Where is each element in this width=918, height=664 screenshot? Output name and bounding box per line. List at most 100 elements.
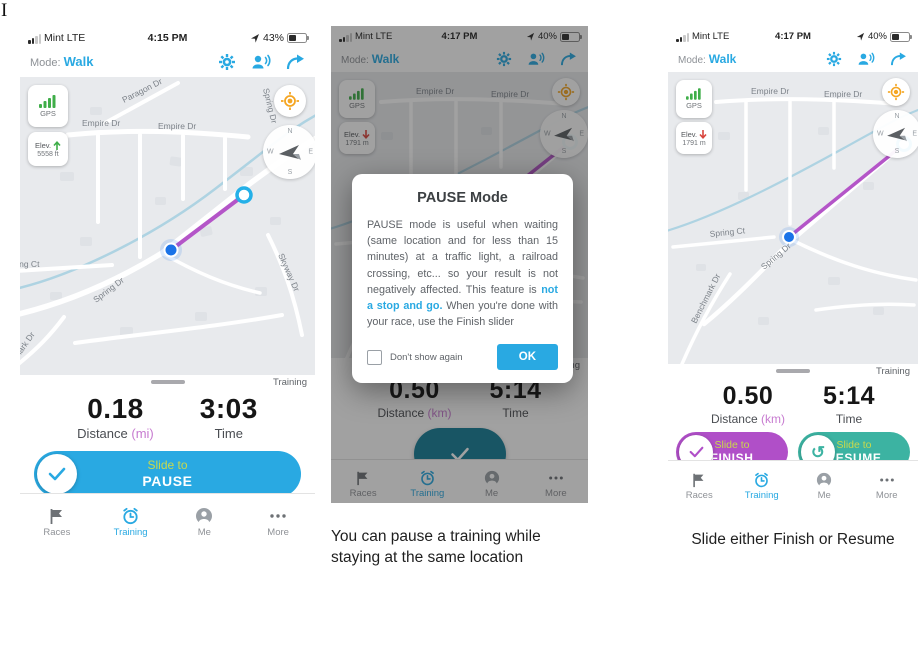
mode-value[interactable]: Walk [63,54,94,69]
distance-value: 0.50 [722,382,774,410]
alarm-clock-icon [755,472,769,487]
compass-n: N [287,128,293,135]
compass[interactable]: N E S W [873,110,918,158]
street-label: Empire Dr [491,89,529,99]
status-bar: Mint LTE 4:17 PM 40% [668,26,918,45]
caption-middle: You can pause a training while staying a… [331,528,541,566]
voice-announce-icon[interactable] [526,50,546,68]
mode-value[interactable]: Walk [708,51,737,66]
nav-training[interactable]: Training [94,502,168,538]
share-route-icon[interactable] [888,50,908,68]
map-view[interactable]: Paragon Dr Empire Dr Empire Dr Spring Dr… [20,77,315,375]
nav-training[interactable]: Training [395,465,459,499]
dialog-body: PAUSE mode is useful when waiting (same … [367,217,558,330]
elevation-up-icon [53,140,61,150]
more-dots-icon [549,475,563,480]
mode-label: Mode: [30,57,61,69]
training-bottom-sheet: Training 0.50 Distance (km) 5:14 Time Sl… [668,364,918,506]
elev-label: Elev. [680,129,698,139]
status-time: 4:15 PM [147,31,188,44]
flag-icon [357,471,368,485]
training-bottom-sheet: Training 0.18 Distance (mi) 3:03 Time Sl… [20,375,315,545]
elevation-badge: Elev. 1791 m [339,122,375,154]
map-view[interactable]: Empire Dr Empire Dr Spring Ct Spring Dr … [668,72,918,364]
distance-stat: 0.50 Distance (km) [711,382,785,426]
gps-bars-icon [686,88,701,100]
app-header: Mode: Walk [20,47,315,77]
status-bar: Mint LTE 4:15 PM 43% [20,26,315,47]
nav-races[interactable]: Races [668,467,731,501]
mode-label: Mode: [341,54,369,66]
stats-row: 0.50 Distance (km) 5:14 Time [668,378,918,426]
street-label: Spring Ct [20,259,40,269]
voice-announce-icon[interactable] [856,50,876,68]
compass-e: E [579,130,584,138]
street-label: Empire Dr [158,121,196,131]
battery-icon [890,31,912,42]
route-start-marker [235,186,253,204]
bottom-nav: Races Training Me More [20,493,315,545]
sheet-drag-handle[interactable] [150,380,185,384]
alarm-clock-icon [420,470,434,485]
elev-value: 1791 m [682,139,706,147]
phone-right-finish-resume: Mint LTE 4:17 PM 40% Mode: Walk [668,26,918,506]
status-time: 4:17 PM [775,31,811,42]
current-position-dot [163,242,179,258]
settings-gear-icon[interactable] [494,50,514,68]
nav-more[interactable]: More [524,465,588,499]
compass-s: S [287,169,293,176]
settings-gear-icon[interactable] [824,50,844,68]
locate-me-button[interactable] [552,78,580,106]
check-icon [48,467,66,481]
phone-left-pause-slider: Mint LTE 4:15 PM 43% Mode: Walk [20,26,315,545]
dont-show-again-checkbox[interactable] [367,349,382,365]
locate-me-button[interactable] [274,85,306,117]
battery-percent: 40% [537,31,557,42]
ok-button[interactable]: OK [496,344,558,371]
carrier-label: Mint LTE [692,31,730,42]
distance-unit: (km) [427,406,452,420]
nav-me[interactable]: Me [168,502,242,538]
compass[interactable]: N E S W [540,110,588,158]
alarm-clock-icon [123,507,138,524]
elevation-down-icon [699,129,707,139]
battery-percent: 40% [867,31,887,42]
elev-label: Elev. [34,140,52,150]
pause-slider-knob[interactable] [37,454,77,494]
history-resume-icon: ↺ [810,442,826,462]
nav-me[interactable]: Me [793,467,856,501]
nav-races[interactable]: Races [331,465,395,499]
nav-more[interactable]: More [856,467,918,501]
gps-label: GPS [349,101,365,110]
nav-training[interactable]: Training [731,467,794,501]
signal-bars-icon [676,32,689,42]
time-label: Time [502,406,529,420]
slide-to-pause-slider[interactable]: Slide to PAUSE [34,451,301,497]
distance-stat: 0.18 Distance (mi) [77,393,154,441]
nav-races[interactable]: Races [20,502,94,538]
voice-announce-icon[interactable] [251,53,271,71]
sheet-drag-handle[interactable] [776,369,810,373]
sheet-context-label: Training [876,366,910,377]
compass-s: S [894,148,900,155]
status-time: 4:17 PM [441,31,478,42]
carrier-label: Mint LTE [44,31,86,44]
app-header: Mode: Walk [331,45,588,72]
gps-bars-icon [349,88,364,100]
pause-mode-dialog: PAUSE Mode PAUSE mode is useful when wai… [352,174,573,384]
person-icon [817,472,832,487]
stats-row: 0.18 Distance (mi) 3:03 Time [20,389,315,441]
nav-me[interactable]: Me [460,465,524,499]
battery-percent: 43% [262,31,284,44]
sheet-context-label: Training [273,377,307,388]
nav-more[interactable]: More [241,502,315,538]
mode-value[interactable]: Walk [371,51,400,66]
settings-gear-icon[interactable] [217,53,237,71]
share-route-icon[interactable] [285,53,305,71]
compass[interactable]: N E S W [263,125,315,179]
share-route-icon[interactable] [558,50,578,68]
signal-bars-icon [28,34,41,44]
elevation-badge: Elev. 1791 m [676,122,712,154]
locate-me-button[interactable] [882,78,910,106]
flag-icon [50,508,62,524]
